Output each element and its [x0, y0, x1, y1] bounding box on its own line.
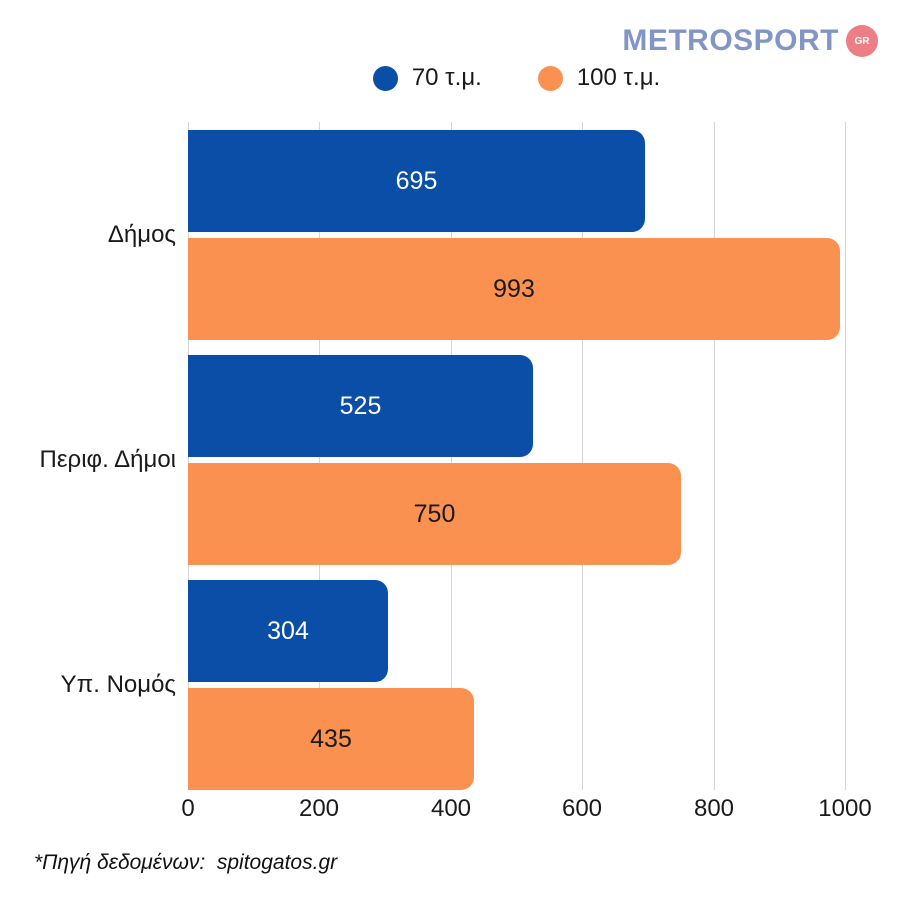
bar-value-label: 525: [339, 391, 382, 420]
gridline-800: [714, 122, 715, 790]
gridline-1000: [845, 122, 846, 790]
source-note: *Πηγή δεδομένων: spitogatos.gr: [34, 851, 338, 874]
legend: 70 τ.μ. 100 τ.μ.: [188, 64, 845, 92]
logo-text: METROSPORT: [622, 24, 839, 57]
xtick-label-800: 800: [693, 795, 735, 822]
category-label-2: Υπ. Νομός: [60, 671, 176, 698]
bar-series1-group1: 750: [188, 463, 681, 565]
legend-item-1: 100 τ.μ.: [537, 64, 661, 92]
category-axis: Δήμος Περιφ. Δήμοι Υπ. Νομός: [0, 122, 176, 790]
bar-value-label: 304: [267, 616, 309, 645]
xtick-label-0: 0: [181, 795, 195, 822]
bar-series0-group1: 525: [188, 355, 533, 457]
xtick-label-200: 200: [298, 795, 340, 822]
xtick-label-600: 600: [561, 795, 603, 822]
legend-dot-icon: [372, 65, 398, 91]
bar-series1-group2: 435: [188, 688, 474, 790]
legend-label: 70 τ.μ.: [411, 64, 482, 91]
category-label-1: Περιφ. Δήμοι: [39, 446, 176, 473]
bar-chart-plot-area: 695 993 525 750 304 435: [188, 122, 846, 790]
legend-dot-icon: [537, 65, 563, 91]
bar-series1-group0: 993: [188, 238, 840, 340]
bar-series0-group0: 695: [188, 130, 645, 232]
bar-value-label: 435: [310, 724, 352, 753]
xtick-label-400: 400: [430, 795, 472, 822]
logo: METROSPORT GR: [622, 24, 878, 58]
gridline-600: [582, 122, 583, 790]
value-axis: 0 200 400 600 800 1000: [181, 795, 871, 829]
legend-label: 100 τ.μ.: [576, 64, 661, 91]
category-label-0: Δήμος: [107, 221, 176, 248]
legend-item-0: 70 τ.μ.: [372, 64, 482, 92]
bar-value-label: 993: [493, 274, 535, 303]
logo-gr-badge: GR: [846, 25, 878, 57]
xtick-label-1000: 1000: [818, 795, 872, 822]
bar-value-label: 695: [395, 166, 438, 195]
bar-series0-group2: 304: [188, 580, 388, 682]
bar-value-label: 750: [413, 499, 456, 528]
